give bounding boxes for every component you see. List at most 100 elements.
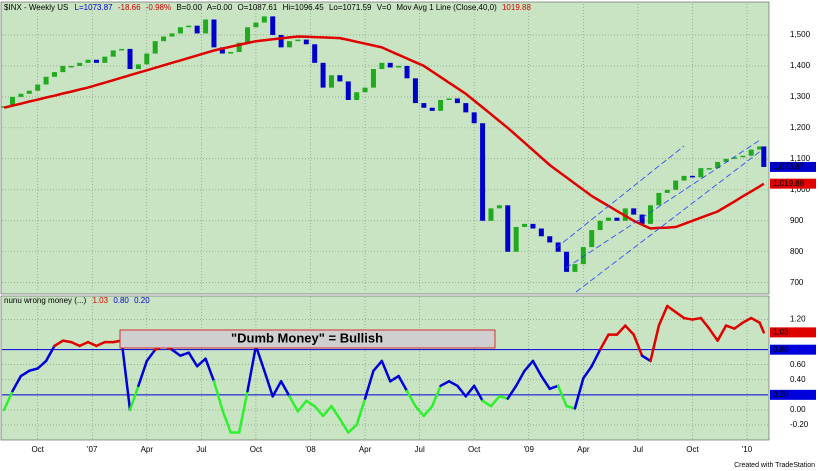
candle <box>102 56 108 63</box>
candle <box>706 168 712 170</box>
annotation-box <box>119 329 496 349</box>
candle <box>177 27 183 34</box>
pct: -0.98% <box>146 3 171 12</box>
candle <box>26 90 32 94</box>
indicator-segment <box>556 384 568 408</box>
candle <box>761 146 767 167</box>
candle <box>580 247 586 265</box>
candle <box>647 205 653 224</box>
high: Hi=1096.45 <box>283 3 325 12</box>
candle <box>547 236 553 243</box>
y-tick-label: 0.40 <box>790 375 806 384</box>
y-tick-label: 1,400 <box>790 61 811 70</box>
indicator-segment <box>691 316 703 321</box>
y-tick-label: 1,100 <box>790 154 811 163</box>
indicator-segment <box>321 404 333 418</box>
indicator-segment <box>405 389 417 408</box>
indicator-segment <box>271 380 283 398</box>
indicator-segment <box>145 348 157 363</box>
indicator-segment <box>749 316 761 324</box>
indicator-segment <box>540 374 551 391</box>
indicator-segment <box>347 423 358 434</box>
indicator-segment <box>28 367 39 373</box>
candle <box>564 251 570 272</box>
indicator-segment <box>624 324 635 336</box>
study: Mov Avg 1 Line (Close,40,0) <box>396 3 497 12</box>
y-tick-label: 900 <box>790 216 804 225</box>
y-tick-label: 1,200 <box>790 123 811 132</box>
candle <box>287 41 293 48</box>
indicator-segment <box>666 304 677 314</box>
candle <box>144 53 150 65</box>
x-tick-label: Oct <box>686 445 699 454</box>
bid: B=0.00 <box>176 3 202 12</box>
candle <box>664 189 670 193</box>
candle <box>597 220 603 231</box>
price-panel <box>0 1 770 295</box>
threshold-lower: 0.20 <box>134 296 150 305</box>
x-tick-label: Apr <box>577 445 590 454</box>
candle <box>119 48 125 51</box>
last-value-label: 1.03 <box>773 327 789 336</box>
indicator-segment <box>716 324 728 342</box>
indicator-segment <box>128 384 140 412</box>
trend-channel <box>575 149 763 293</box>
candle <box>438 100 444 111</box>
indicator-segment <box>388 374 400 383</box>
candle <box>203 19 209 34</box>
x-tick-label: '09 <box>524 445 535 454</box>
symbol: $INX - Weekly US <box>4 3 68 12</box>
indicator-segment <box>573 377 585 410</box>
candle <box>589 230 595 248</box>
indicator-segment <box>707 327 719 342</box>
trend-channel <box>555 145 685 249</box>
plot-layer: "Dumb Money" = Bullish <box>1 4 768 440</box>
indicator-segment <box>296 399 308 413</box>
x-tick-label: Jul <box>415 445 425 454</box>
indicator-segment <box>221 408 233 434</box>
x-tick-label: '07 <box>87 445 98 454</box>
indicator-segment <box>514 369 526 388</box>
volume: V=0 <box>377 3 392 12</box>
indicator-segment <box>137 359 149 388</box>
indicator-segment <box>498 395 510 400</box>
footer: Created with TradeStation <box>734 462 815 469</box>
indicator-segment <box>741 316 753 324</box>
indicator-segment <box>397 374 409 393</box>
candle <box>488 208 494 221</box>
candle <box>320 62 326 88</box>
candle <box>211 19 217 48</box>
candle <box>681 175 687 181</box>
candle <box>161 36 167 42</box>
indicator-segment <box>11 374 23 393</box>
y-tick-label: 0.00 <box>790 405 806 414</box>
candle <box>337 75 343 82</box>
change: -18.66 <box>118 3 141 12</box>
candle <box>614 217 620 221</box>
indicator-segment <box>44 344 56 363</box>
indicator-segment <box>70 340 81 348</box>
indicator-segment <box>758 321 766 334</box>
candle <box>303 39 309 45</box>
candle <box>362 87 368 93</box>
candle <box>169 33 175 37</box>
study-value: 1019.88 <box>502 3 531 12</box>
last: L=1073.87 <box>75 3 114 12</box>
indicator-segment <box>430 384 442 408</box>
candle <box>555 242 561 252</box>
indicator-segment <box>254 344 266 373</box>
indicator-segment <box>489 395 501 408</box>
candle <box>412 78 418 104</box>
candle <box>454 98 460 104</box>
candle <box>530 223 536 229</box>
indicator-segment <box>523 359 535 373</box>
indicator-segment <box>187 351 199 368</box>
indicator-segment <box>649 324 661 363</box>
candle <box>715 161 721 169</box>
indicator-segment <box>414 404 426 418</box>
candle <box>480 123 486 221</box>
candle <box>9 96 15 107</box>
candle <box>446 98 452 100</box>
x-tick-label: Jul <box>633 445 643 454</box>
y-tick-label: -0.20 <box>790 420 809 429</box>
